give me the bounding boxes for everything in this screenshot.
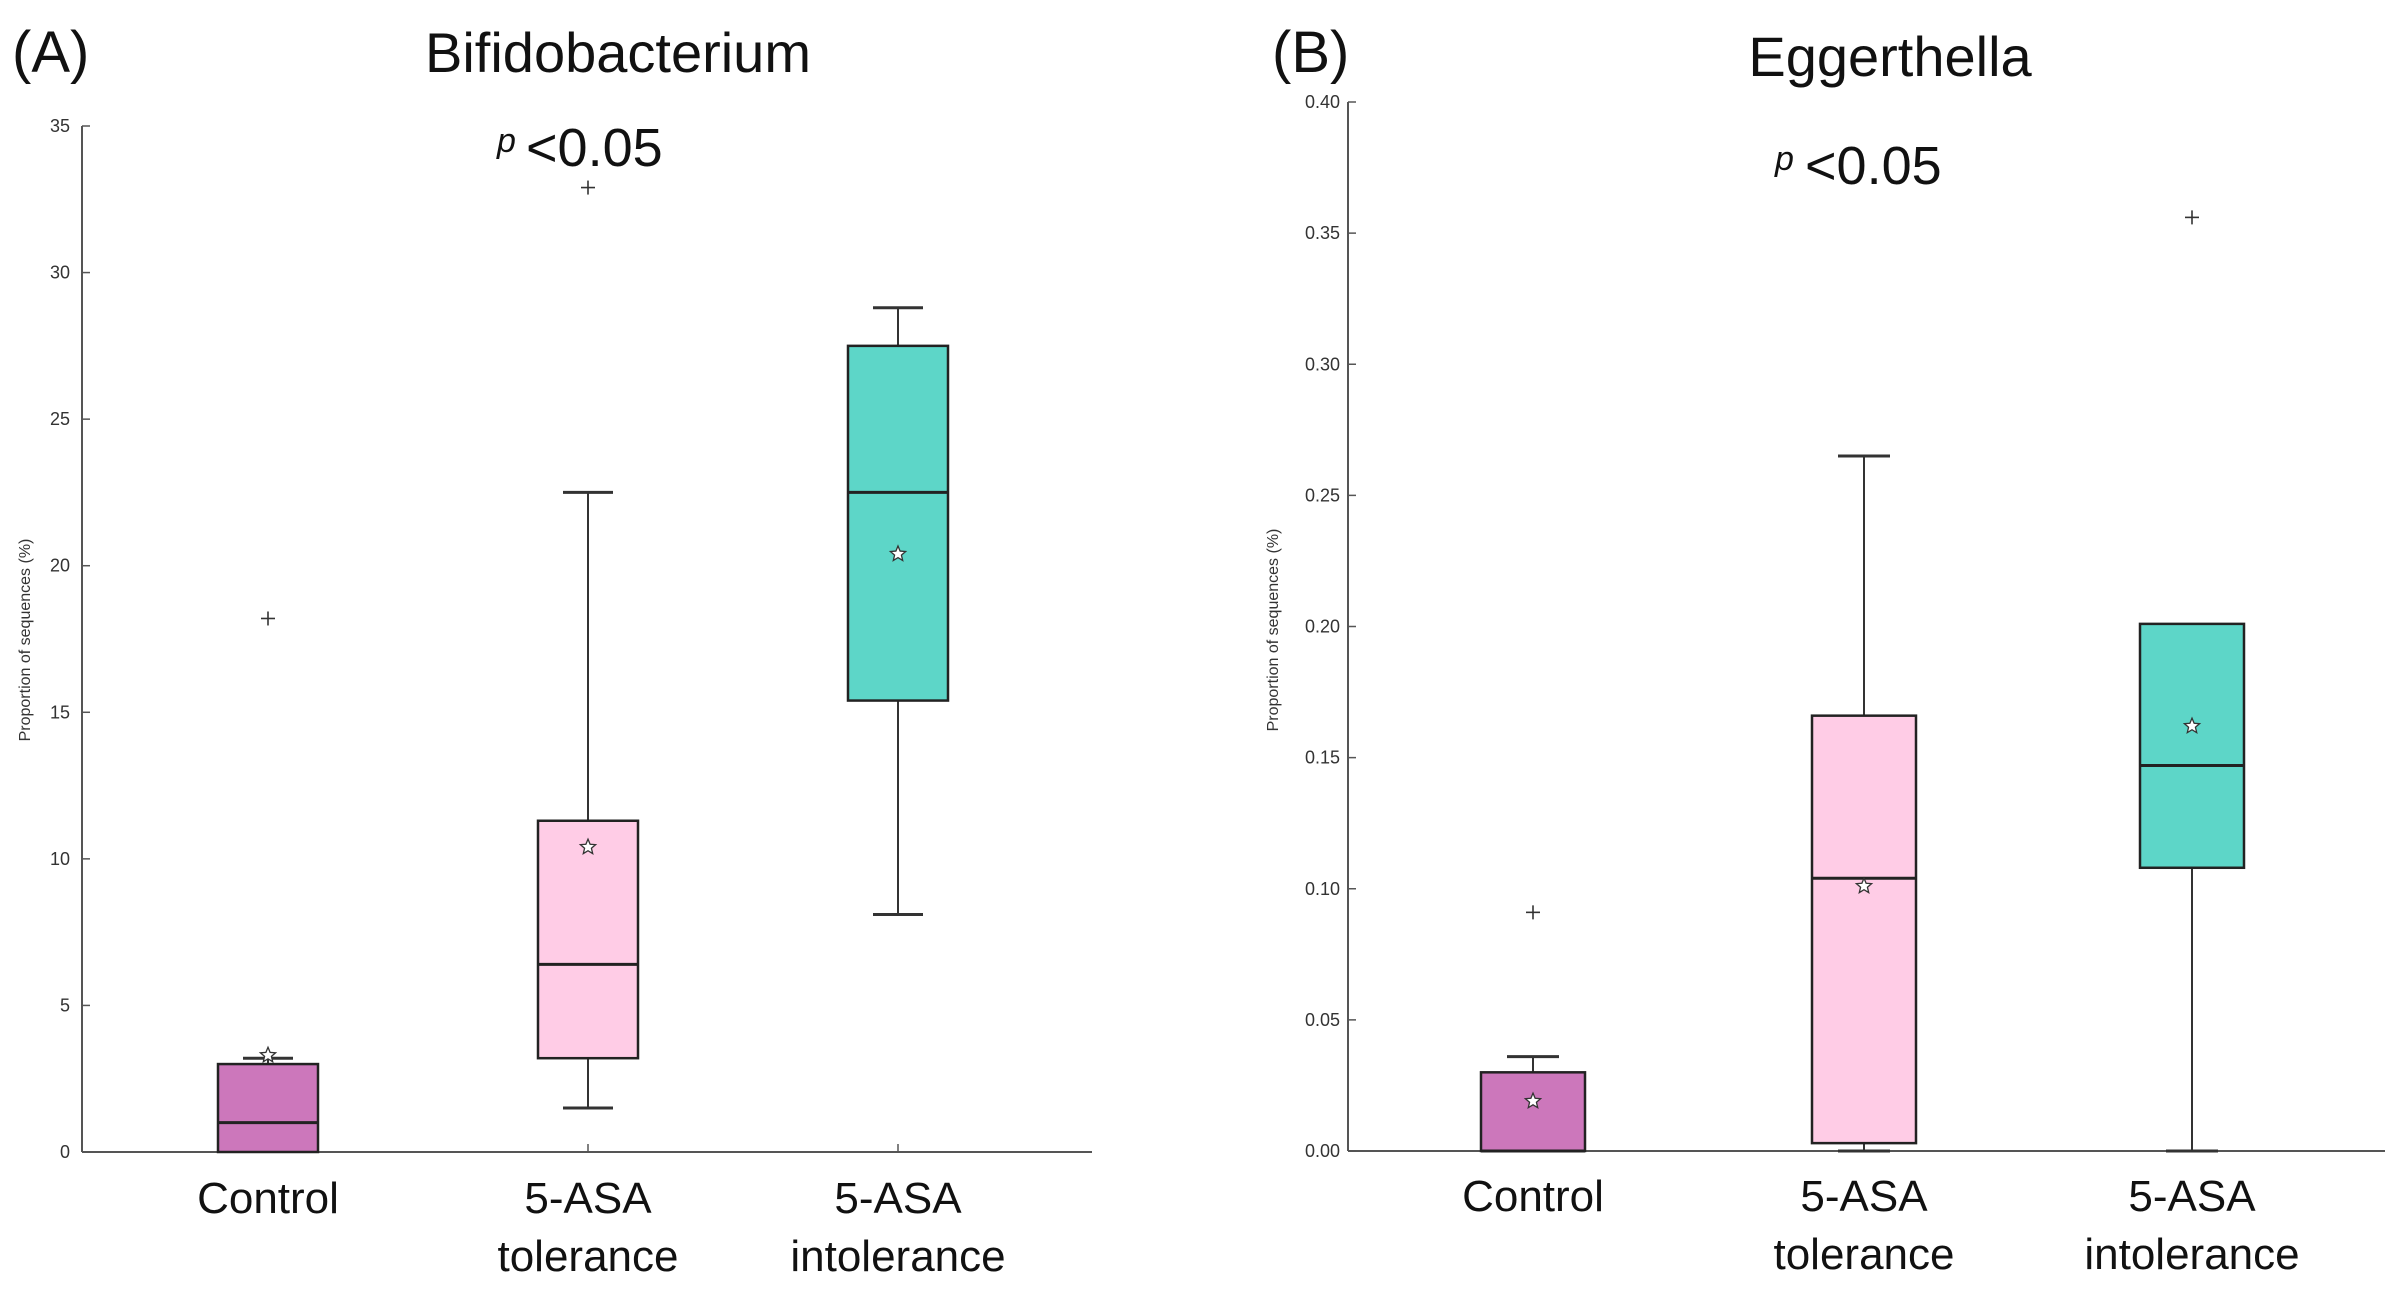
x-label-control: Control <box>1462 1172 1604 1221</box>
chart-title: Bifidobacterium <box>425 21 811 84</box>
x-label-line: Control <box>197 1174 339 1223</box>
x-label-intolerance: 5-ASA intolerance <box>2084 1172 2299 1279</box>
panel-label: (A) <box>12 20 89 85</box>
y-tick-label: 20 <box>50 556 70 576</box>
y-tick-label: 0.30 <box>1305 354 1340 374</box>
mean-marker <box>578 837 598 855</box>
y-tick-label: 0.15 <box>1305 748 1340 768</box>
y-tick-label: 35 <box>50 116 70 136</box>
p-symbol: p <box>496 122 516 160</box>
x-label-line: tolerance <box>1773 1230 1954 1279</box>
y-axis-label: Proportion of sequences (%) <box>1265 529 1282 732</box>
x-label-line: intolerance <box>790 1232 1005 1281</box>
x-label-control: Control <box>197 1174 339 1223</box>
box-control <box>1479 905 1587 1153</box>
y-tick-label: 0.10 <box>1305 879 1340 899</box>
mean-marker <box>1523 1091 1543 1110</box>
chart-title: Eggerthella <box>1748 25 2032 88</box>
box-iqr <box>846 344 950 702</box>
outlier-marker <box>261 611 275 626</box>
x-label-line: intolerance <box>2084 1230 2299 1279</box>
box-intolerance <box>846 306 950 1152</box>
y-tick-label: 10 <box>50 849 70 869</box>
box-control <box>216 611 320 1154</box>
outlier-marker <box>1526 905 1540 920</box>
panel-b: (B) Eggerthella p <0.05 Proportion of se… <box>1265 20 2385 1279</box>
x-label-line: 5-ASA <box>834 1174 962 1223</box>
x-label-tolerance: 5-ASA tolerance <box>497 1174 678 1281</box>
y-tick-label: 0.25 <box>1305 485 1340 505</box>
plot-area: 0 5 10 15 20 25 30 35 <box>50 116 1092 1162</box>
p-value: <0.05 <box>1805 136 1942 196</box>
p-value: <0.05 <box>526 118 663 178</box>
plot-area: 0.00 0.05 0.10 0.15 0.20 0.25 0.30 0.35 0.40 <box>1305 92 2385 1161</box>
y-tick-label: 0.35 <box>1305 223 1340 243</box>
y-tick-label: 0 <box>60 1142 70 1162</box>
mean-marker <box>1854 876 1874 894</box>
x-label-line: Control <box>1462 1172 1604 1221</box>
y-tick-label: 5 <box>60 995 70 1015</box>
box-tolerance <box>536 180 640 1152</box>
x-label-line: 5-ASA <box>2128 1172 2256 1221</box>
box-intolerance <box>2138 210 2246 1153</box>
y-axis-label: Proportion of sequences (%) <box>17 539 34 742</box>
x-label-intolerance: 5-ASA intolerance <box>790 1174 1005 1281</box>
y-tick-label: 0.05 <box>1305 1010 1340 1030</box>
box-iqr <box>2138 622 2246 870</box>
y-tick-label: 15 <box>50 702 70 722</box>
x-tick-labels: Control 5-ASA tolerance 5-ASA intolerance <box>197 1174 1006 1281</box>
box-iqr <box>1810 714 1918 1145</box>
mean-marker <box>888 544 908 562</box>
box-iqr <box>216 1062 320 1154</box>
p-symbol: p <box>1774 140 1794 178</box>
y-tick-label: 0.00 <box>1305 1141 1340 1161</box>
y-tick-label: 30 <box>50 263 70 283</box>
x-label-tolerance: 5-ASA tolerance <box>1773 1172 1954 1279</box>
outlier-marker <box>2185 210 2199 225</box>
mean-marker <box>258 1045 278 1064</box>
x-label-line: 5-ASA <box>1800 1172 1928 1221</box>
x-tick-labels: Control 5-ASA tolerance 5-ASA intolerance <box>1462 1172 2300 1279</box>
y-tick-label: 0.40 <box>1305 92 1340 112</box>
box-tolerance <box>1810 454 1918 1153</box>
box-iqr <box>1479 1071 1587 1153</box>
x-label-line: tolerance <box>497 1232 678 1281</box>
x-label-line: 5-ASA <box>524 1174 652 1223</box>
mean-marker <box>2182 716 2202 735</box>
panel-label: (B) <box>1272 20 1349 85</box>
y-tick-label: 25 <box>50 409 70 429</box>
box-iqr <box>536 819 640 1060</box>
panel-a: (A) Bifidobacterium p <0.05 Proportion o… <box>12 20 1092 1281</box>
y-tick-label: 0.20 <box>1305 617 1340 637</box>
outlier-marker <box>581 180 595 195</box>
